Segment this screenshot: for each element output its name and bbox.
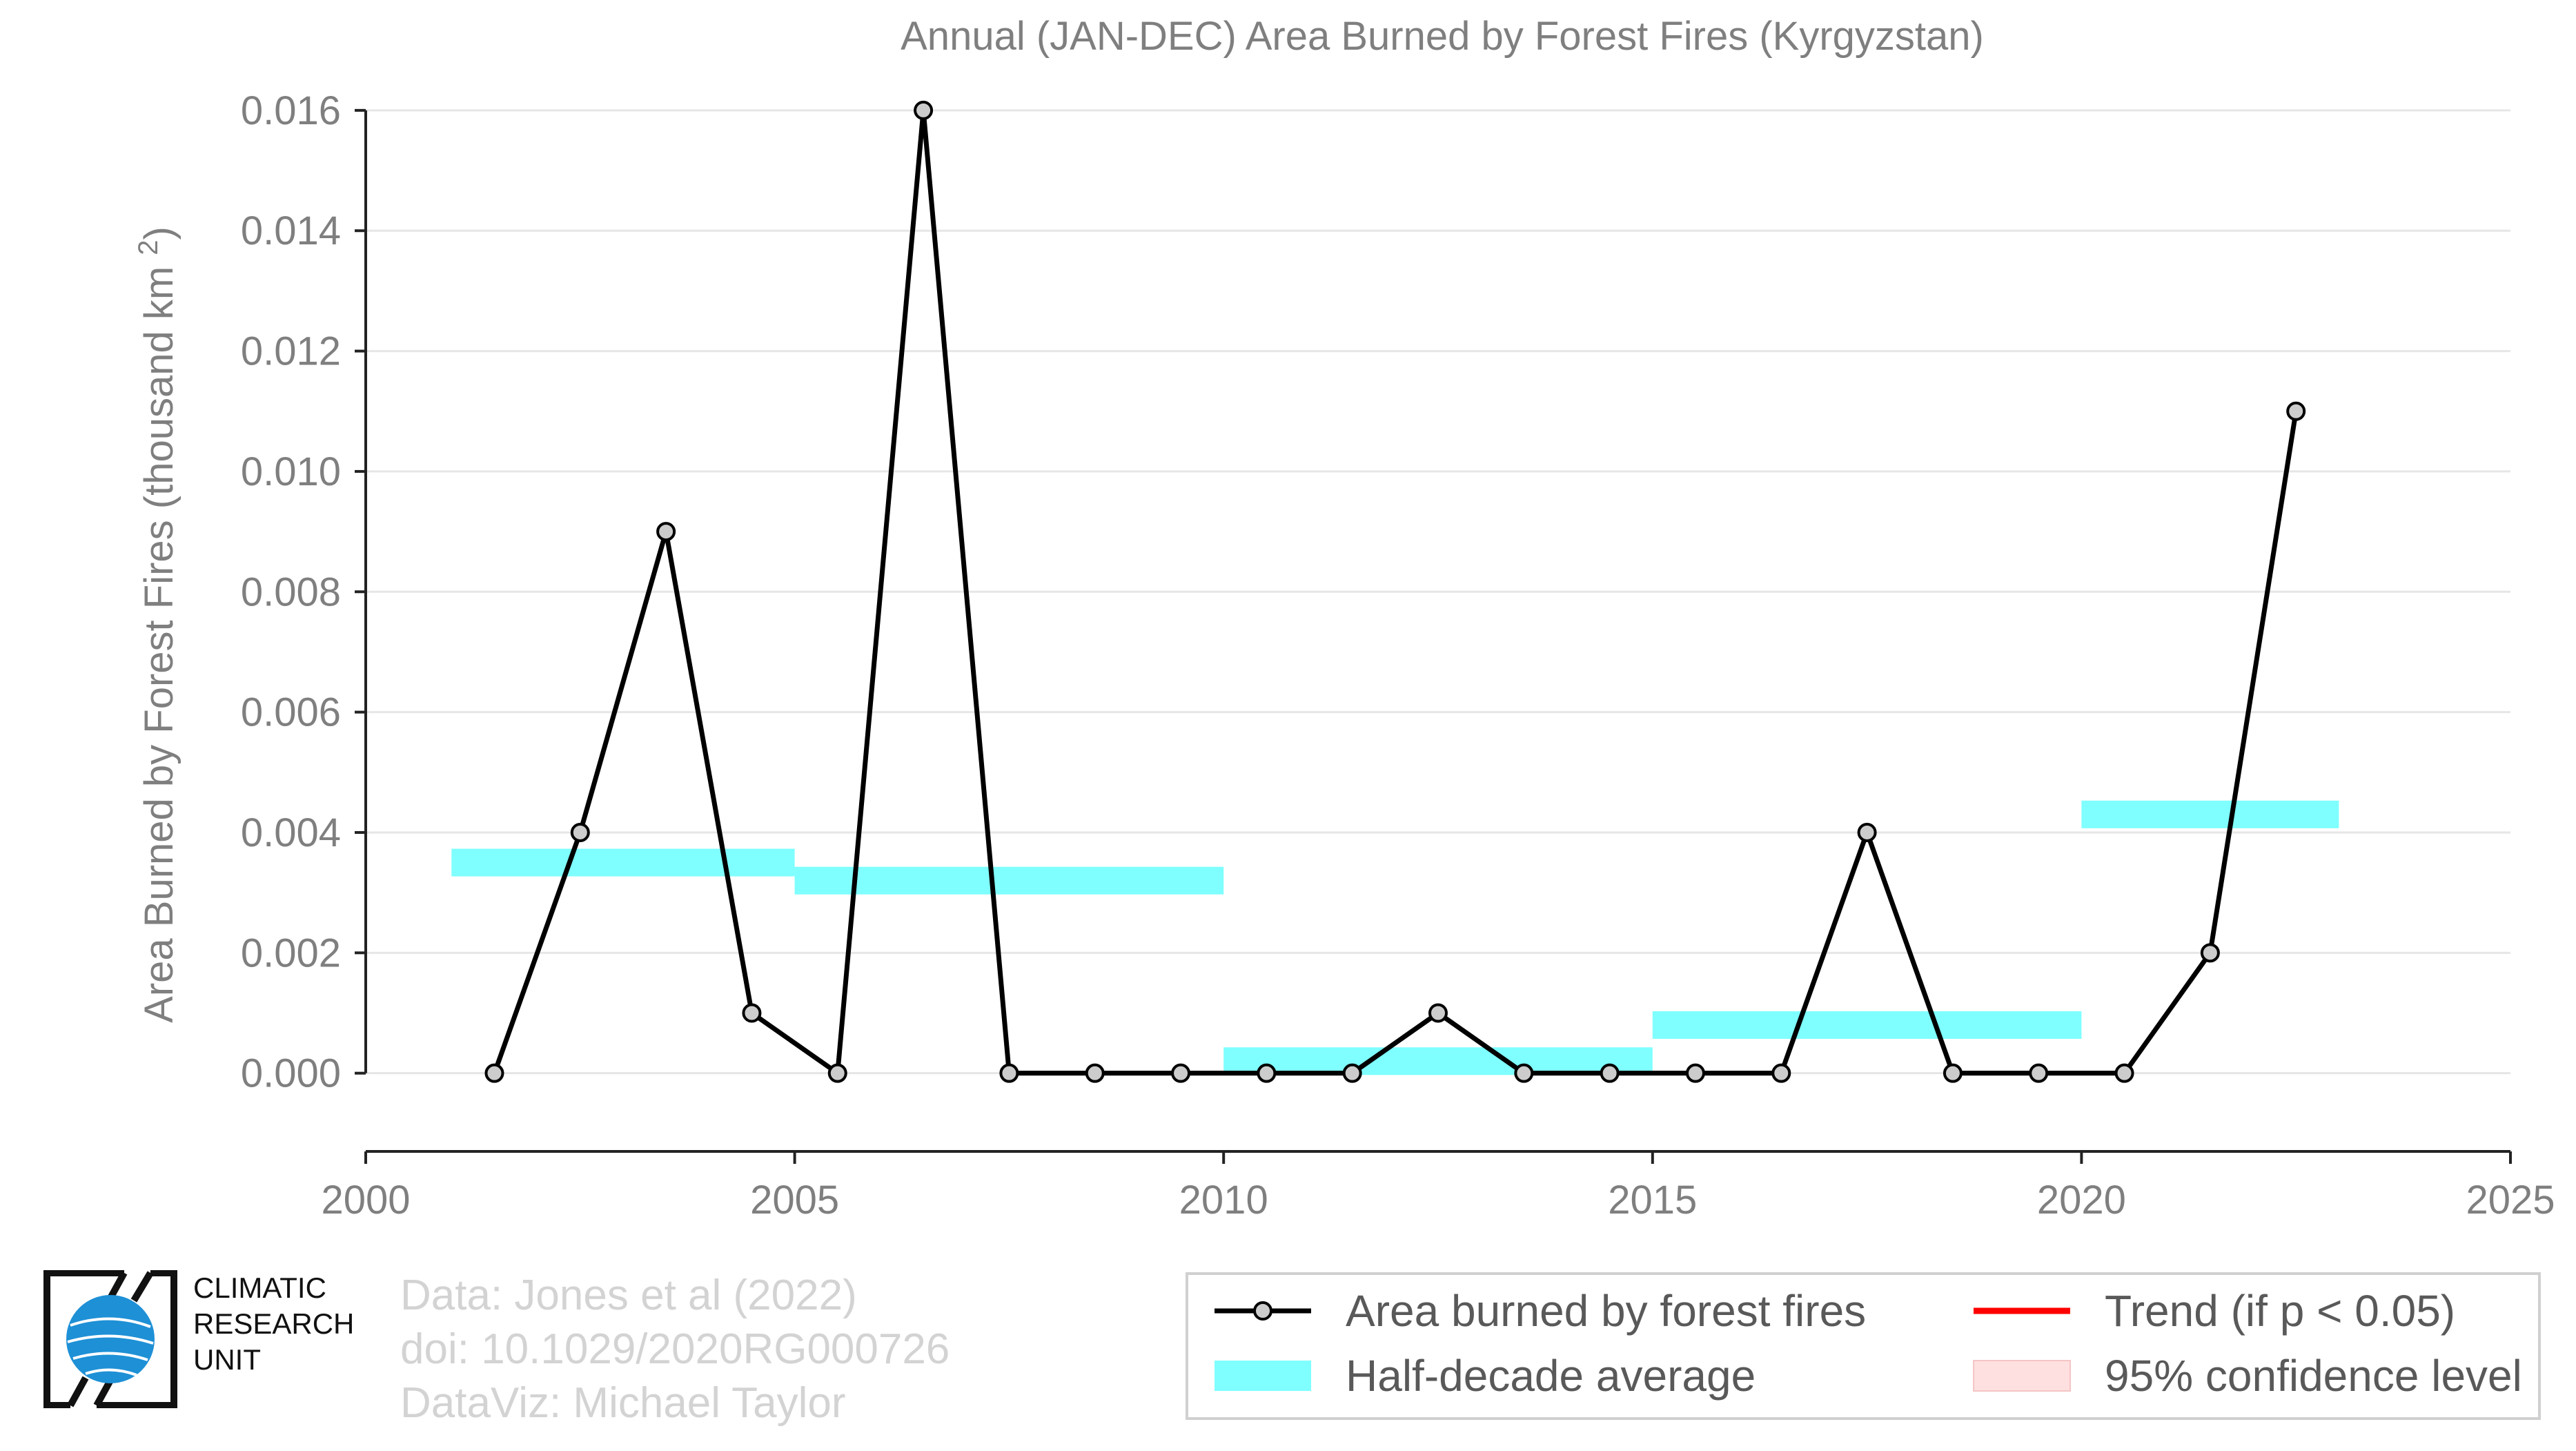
credits-data: Data: Jones et al (2022): [400, 1272, 857, 1319]
legend: Area burned by forest fires Trend (if p <…: [1186, 1272, 2541, 1420]
half-decade-band: [451, 848, 795, 877]
data-point: [1085, 1063, 1105, 1083]
data-point: [2286, 401, 2306, 421]
y-tick-label: 0.012: [241, 329, 341, 374]
data-point: [1428, 1003, 1448, 1023]
credits-doi: doi: 10.1029/2020RG000726: [400, 1325, 950, 1373]
data-point: [1171, 1063, 1191, 1083]
globe-logo-icon: [43, 1270, 177, 1408]
y-axis-label-superscript: 2: [133, 240, 164, 255]
series-layer: [484, 100, 2306, 1083]
data-point: [570, 822, 590, 842]
data-point: [742, 1003, 762, 1023]
logo-text: CLIMATIC RESEARCH UNIT: [193, 1270, 354, 1378]
y-axis-label-text: Area Burned by Forest Fires (thousand km: [137, 266, 181, 1023]
data-point: [484, 1063, 504, 1083]
data-point: [1857, 822, 1877, 842]
data-point: [2200, 943, 2220, 963]
y-tick-label: 0.010: [241, 449, 341, 494]
x-tick-label: 2010: [1179, 1178, 1268, 1223]
legend-swatch-marker: [1253, 1301, 1272, 1321]
half-decade-band: [794, 866, 1224, 895]
y-tick-label: 0.004: [241, 810, 341, 855]
y-tick-label: 0.008: [241, 569, 341, 614]
legend-label: Area burned by forest fires: [1346, 1286, 1866, 1336]
data-point: [999, 1063, 1019, 1083]
legend-label: Half-decade average: [1346, 1351, 1756, 1401]
data-point: [1257, 1063, 1277, 1083]
data-point: [1342, 1063, 1362, 1083]
y-tick-label: 0.006: [241, 690, 341, 735]
y-tick-label: 0.016: [241, 88, 341, 133]
x-tick-label: 2025: [2466, 1178, 2555, 1223]
data-point: [2029, 1063, 2049, 1083]
logo-line-3: UNIT: [193, 1343, 261, 1376]
legend-swatch-band: [1215, 1361, 1311, 1391]
grid: [366, 109, 2510, 1075]
series-line: [492, 108, 2299, 1076]
data-point: [2114, 1063, 2134, 1083]
data-point: [914, 100, 934, 120]
y-tick-label: 0.000: [241, 1051, 341, 1096]
chart-title: Annual (JAN-DEC) Area Burned by Forest F…: [901, 14, 1984, 59]
x-tick-label: 2000: [321, 1178, 410, 1223]
y-tick-label: 0.014: [241, 208, 341, 253]
data-point: [1514, 1063, 1534, 1083]
legend-label: Trend (if p < 0.05): [2105, 1286, 2455, 1336]
data-point: [1771, 1063, 1791, 1083]
y-axis-label-tail: ): [137, 226, 181, 240]
half-decade-bands: [451, 800, 2339, 1075]
data-point: [1600, 1063, 1620, 1083]
y-axis-label: Area Burned by Forest Fires (thousand km…: [133, 226, 181, 1023]
x-tick-label: 2020: [2037, 1178, 2126, 1223]
logo-line-1: CLIMATIC: [193, 1272, 326, 1304]
data-point: [827, 1063, 847, 1083]
credits-dataviz: DataViz: Michael Taylor: [400, 1379, 846, 1427]
data-point: [656, 522, 676, 542]
legend-swatch-band: [1973, 1360, 2071, 1392]
x-tick-label: 2005: [750, 1178, 839, 1223]
half-decade-band: [1652, 1011, 2082, 1039]
logo-line-2: RESEARCH: [193, 1307, 355, 1340]
credits: Data: Jones et al (2022) doi: 10.1029/20…: [400, 1269, 950, 1430]
x-tick-label: 2015: [1608, 1178, 1697, 1223]
axes: 0.000 0.002 0.004 0.006 0.008 0.010 0.012 0.014…: [241, 88, 2555, 1223]
half-decade-band: [2081, 800, 2339, 828]
data-point: [1685, 1063, 1705, 1083]
cru-logo: CLIMATIC RESEARCH UNIT: [40, 1270, 364, 1415]
legend-box: [1186, 1272, 2541, 1420]
half-decade-band: [1223, 1047, 1653, 1075]
data-point: [1943, 1063, 1963, 1083]
legend-label: 95% confidence level: [2105, 1351, 2522, 1401]
y-tick-label: 0.002: [241, 931, 341, 975]
